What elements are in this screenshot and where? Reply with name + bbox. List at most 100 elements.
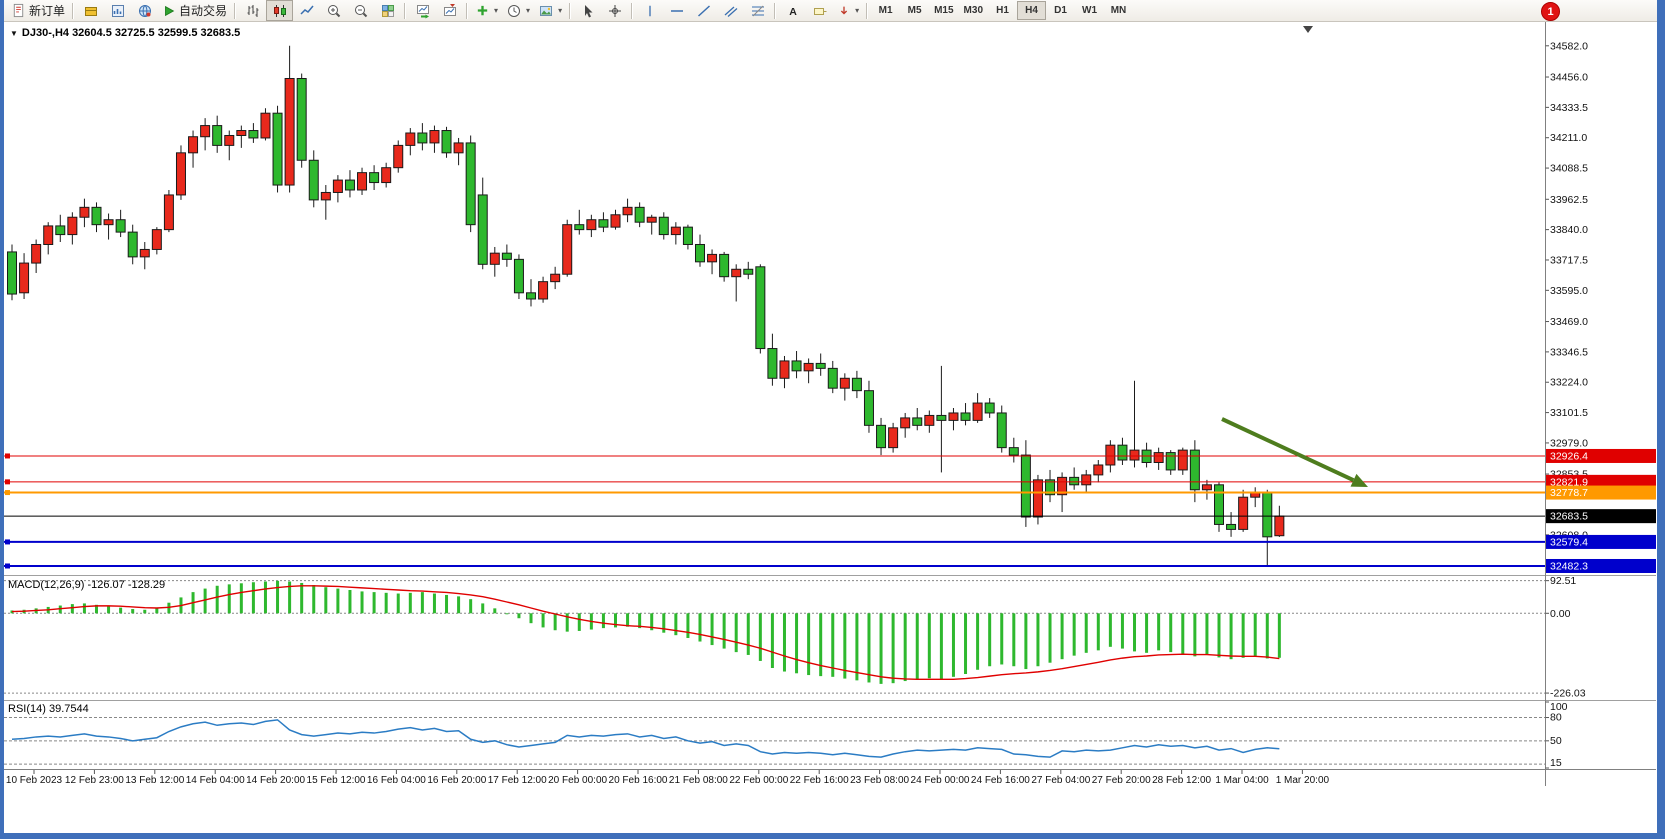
macd-scale-label: -226.03 [1550,688,1586,700]
candle [332,179,343,193]
window-border-left [0,0,4,839]
periods-button[interactable]: ▾ [502,0,534,21]
line-chart-button[interactable] [293,0,320,21]
level-handle[interactable] [5,490,10,496]
time-label: 22 Feb 00:00 [729,775,788,786]
separator [466,2,469,19]
ledger-button[interactable] [77,0,104,21]
candle [200,125,211,138]
timeframe-d1[interactable]: D1 [1046,1,1075,20]
globe-icon [138,4,151,17]
price-scale[interactable]: 34582.0 34456.0 34333.5 34211.0 34088.5 33962… [1545,40,1589,541]
vertical-line-button[interactable] [636,0,663,21]
zoom-in-button[interactable] [320,0,347,21]
auto-scroll-button[interactable] [409,0,436,21]
price-badge-label: 32821.9 [1550,476,1588,488]
report-button[interactable] [104,0,131,21]
candle [501,252,512,260]
timeframe-h1[interactable]: H1 [988,1,1017,20]
window-border-right [1657,0,1665,839]
tile-windows-button[interactable] [374,0,401,21]
macd-histogram-bar [1205,613,1209,655]
annotation-arrow-line[interactable] [1221,417,1355,483]
macd-histogram-bar [239,583,243,614]
time-label: 28 Feb 12:00 [1152,775,1211,786]
macd-histogram-bar [746,613,750,655]
macd-histogram-bar [10,610,14,614]
candle [465,142,476,226]
level-handle[interactable] [5,453,10,459]
symbol-label: DJ30-,H4 [21,27,69,39]
timeframe-label: M1 [878,5,893,16]
level-handle[interactable] [5,479,10,485]
level-handle[interactable] [5,539,10,545]
templates-button[interactable]: ▾ [534,0,566,21]
macd-histogram-bar [988,613,992,667]
chart-shift-button[interactable] [436,0,463,21]
price-tick-label: 33840.0 [1550,224,1588,236]
annotation-arrow-head[interactable] [1350,473,1368,487]
candle [900,417,911,429]
macd-histogram-bar [1133,613,1137,652]
globe-button[interactable] [131,0,158,21]
timeframe-m30[interactable]: M30 [959,1,988,20]
arrows-tool-button[interactable]: ▾ [833,0,863,21]
macd-histogram-bar [529,613,533,624]
zoom-out-button[interactable] [347,0,374,21]
candle [948,412,959,421]
timeframe-m1[interactable]: M1 [871,1,900,20]
time-label: 1 Mar 20:00 [1276,775,1330,786]
time-label: 13 Feb 12:00 [125,775,184,786]
fibonacci-button[interactable] [744,0,771,21]
price-tick-label: 34333.5 [1550,102,1588,114]
macd-histogram-bar [1096,613,1100,651]
chart-shift-marker[interactable] [1303,26,1313,33]
window-border-bottom [0,833,1665,839]
candle [248,130,259,139]
macd-histogram-bar [831,613,835,677]
auto-trading-button[interactable]: 自动交易 [158,0,231,21]
tile-windows-icon [381,4,394,17]
time-label: 20 Feb 16:00 [609,775,668,786]
cursor-button[interactable] [574,0,601,21]
time-axis[interactable]: 10 Feb 2023 12 Feb 23:00 13 Feb 12:00 14 Fe… [6,770,1330,786]
rsi-scale-label: 50 [1550,735,1562,747]
timeframe-m15[interactable]: M15 [929,1,958,20]
candlestick-chart-button[interactable] [266,0,294,21]
macd-histogram-bar [1012,613,1016,667]
timeframe-w1[interactable]: W1 [1075,1,1104,20]
candle [115,219,126,233]
time-label: 12 Feb 23:00 [65,775,124,786]
price-tick-label: 33346.5 [1550,346,1588,358]
candle [236,130,247,136]
label-tool-button[interactable] [806,0,833,21]
candle [960,412,971,421]
candle [1165,452,1176,471]
macd-histogram-bar [1277,613,1281,658]
bar-chart-button[interactable] [239,0,266,21]
macd-histogram-bar [710,613,714,646]
channel-button[interactable] [717,0,744,21]
text-tool-button[interactable]: A [779,0,806,21]
indicators-button[interactable]: ▾ [471,0,502,21]
macd-histogram-bar [1024,613,1028,670]
notification-badge[interactable]: 1 [1541,2,1560,21]
timeframe-mn[interactable]: MN [1104,1,1133,20]
candle [477,194,488,265]
candle [1117,444,1128,461]
timeframe-m5[interactable]: M5 [900,1,929,20]
candle [876,424,887,449]
new-order-button[interactable]: 新订单 [7,0,69,21]
candle [296,78,307,161]
trendline-button[interactable] [690,0,717,21]
candle [260,112,271,139]
candle [1093,464,1104,476]
equidistant-channel-icon [724,6,738,17]
one-click-trading-arrow[interactable]: ▼ [10,29,18,38]
level-handle[interactable] [5,563,10,569]
horizontal-line-button[interactable] [663,0,690,21]
timeframe-h4[interactable]: H4 [1017,1,1046,20]
macd-histogram-bar [807,613,811,676]
crosshair-button[interactable] [601,0,628,21]
